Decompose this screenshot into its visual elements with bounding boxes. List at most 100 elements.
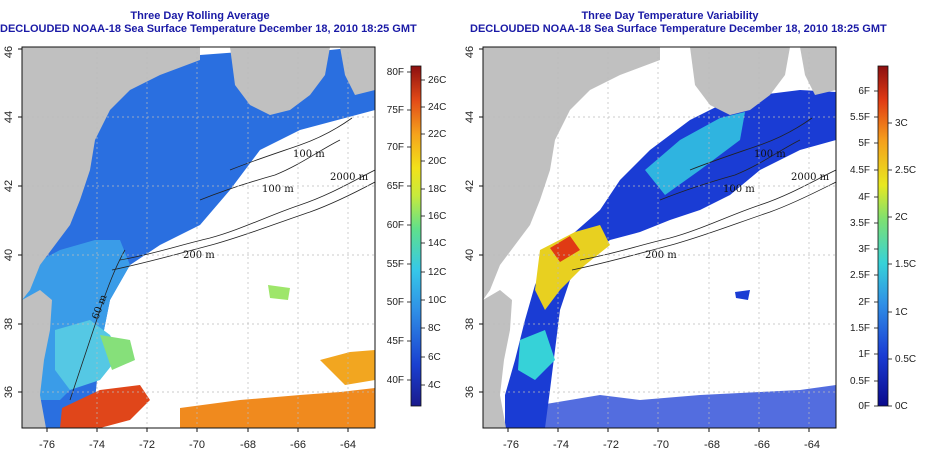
panel-1-lon-tick: -74	[89, 439, 105, 451]
panel-2-lat-tick: 40	[464, 249, 476, 261]
panel-2-y-axis: 36 38 40 42 44 46	[464, 46, 483, 398]
panel-2-frame	[482, 46, 837, 429]
panel-2-colorbar-f-label: 2.5F	[850, 270, 870, 281]
panel-2-colorbar: 6F 5.5F 5F 4.5F 4F 3.5F 3F 2.5F 2F 1.5F …	[850, 65, 916, 412]
panel-1-colorbar-c-label: 24C	[428, 102, 446, 113]
panel-1-colorbar-c-label: 10C	[428, 295, 446, 306]
panel-2-land-novascotia	[690, 47, 790, 115]
panel-2-contour-label-100m-b: 100 m	[723, 184, 755, 195]
panel-1-land-newengland	[22, 47, 200, 300]
panel-2-colorbar-c-label: 0C	[895, 401, 908, 412]
panel-1-contour-label-100m-b: 100 m	[262, 184, 294, 195]
panel-2-colorbar-f-label: 2F	[858, 297, 870, 308]
panel-1-lon-tick: -68	[240, 439, 256, 451]
panel-2-title: Three Day Temperature Variability DECLOU…	[470, 10, 887, 36]
panel-2-var-patch-cyan	[518, 330, 555, 380]
panel-2-contour-label-200m: 200 m	[645, 250, 677, 261]
panel-1-sst-warm-east	[320, 350, 375, 385]
panel-1-lon-tick: -64	[340, 439, 356, 451]
panel-1-colorbar-c-label: 20C	[428, 156, 446, 167]
panel-1-sst-patch-green2	[268, 285, 290, 300]
panel-1-colorbar-f-label: 65F	[387, 181, 404, 192]
panel-2-colorbar-f-label: 3F	[858, 244, 870, 255]
panel-2-var-mid	[645, 112, 745, 195]
panel-1-title-line1: Three Day Rolling Average	[130, 10, 270, 22]
panel-2-colorbar-f-label: 6F	[858, 86, 870, 97]
panel-1-lat-tick: 38	[3, 318, 15, 330]
panel-2-var-speck	[735, 290, 750, 300]
panel-1-lat-tick: 40	[3, 249, 15, 261]
panel-1-lon-tick: -72	[139, 439, 155, 451]
panel-2-lon-tick: -66	[754, 439, 770, 451]
panel-1-colorbar-f-label: 60F	[387, 220, 404, 231]
panel-1-colorbar-c-label: 6C	[428, 352, 441, 363]
panel-2-colorbar-f-label: 4.5F	[850, 165, 870, 176]
panel-1-colorbar-f-label: 40F	[387, 375, 404, 386]
panel-2-colorbar-c-label: 2C	[895, 212, 908, 223]
panel-2-colorbar-f-label: 1F	[858, 349, 870, 360]
panel-1-lat-tick: 42	[3, 180, 15, 192]
panel-2-colorbar-c-label: 1C	[895, 307, 908, 318]
panel-2-var-low	[505, 90, 836, 428]
panel-1-sst-warm-south	[180, 388, 375, 428]
panel-1-frame	[21, 46, 376, 429]
panel-2-land-newengland	[483, 47, 660, 300]
panel-1-contour-2000m	[111, 181, 375, 271]
panel-1-colorbar-c-label: 14C	[428, 238, 446, 249]
panel-2-colorbar-f-label: 5.5F	[850, 112, 870, 123]
panel-2-lon-tick: -64	[804, 439, 820, 451]
panel-2-colorbar-c-label: 2.5C	[895, 165, 916, 176]
panel-2-contour-100m-a	[659, 139, 801, 201]
panel-2-lon-tick: -70	[653, 439, 669, 451]
panel-2-map: 100 m 100 m 2000 m 200 m	[482, 46, 837, 429]
panel-2-colorbar-c-label: 3C	[895, 118, 908, 129]
panel-2-land-midatlantic	[483, 290, 512, 428]
panel-2-lat-tick: 36	[464, 386, 476, 398]
panel-1-contour-100m-b	[229, 117, 353, 171]
panel-1-colorbar-c-label: 16C	[428, 211, 446, 222]
panel-1-contour-60m	[69, 249, 126, 401]
panel-1-x-axis: -76 -74 -72 -70 -68 -66 -64	[39, 428, 356, 451]
panel-2-lon-tick: -68	[704, 439, 720, 451]
panel-1-contour-100m-a	[199, 139, 341, 201]
panel-1-land-novascotia	[230, 47, 330, 115]
panel-1-colorbar-c-label: 4C	[428, 380, 441, 391]
panel-1-colorbar-c-label: 26C	[428, 75, 446, 86]
panel-2-x-axis: -76 -74 -72 -70 -68 -66 -64	[503, 428, 820, 451]
panel-1-title: Three Day Rolling Average DECLOUDED NOAA…	[0, 10, 417, 36]
panel-2-colorbar-f-label: 5F	[858, 138, 870, 149]
panel-1-sst-cold-shelf	[22, 47, 375, 428]
panel-2-lon-tick: -76	[503, 439, 519, 451]
panel-1-lon-tick: -76	[39, 439, 55, 451]
panel-1-colorbar-c-label: 22C	[428, 129, 446, 140]
panel-2-colorbar-f-label: 1.5F	[850, 323, 870, 334]
panel-1-lat-tick: 36	[3, 386, 15, 398]
panel-2-var-peak	[550, 236, 580, 262]
panel-2-colorbar-ramp	[877, 65, 889, 407]
panel-1-colorbar-c-label: 18C	[428, 184, 446, 195]
panel-2-contour-100m-b	[689, 117, 813, 171]
panel-1-y-axis: 36 38 40 42 44 46	[3, 46, 22, 398]
panel-2-title-line2: DECLOUDED NOAA-18 Sea Surface Temperatur…	[470, 23, 887, 35]
panel-2-var-south	[540, 385, 836, 428]
panel-1-contour-label-100m-a: 100 m	[293, 149, 325, 160]
panel-1-sst-shelf-mid	[22, 240, 130, 400]
panel-1-lon-tick: -70	[189, 439, 205, 451]
panel-2-colorbar-c-label: 1.5C	[895, 259, 916, 270]
panel-1-colorbar-f-label: 55F	[387, 259, 404, 270]
panel-2-contour-label-2000m: 2000 m	[791, 172, 830, 183]
panel-2-title-line1: Three Day Temperature Variability	[581, 10, 759, 22]
panel-2-lat-tick: 38	[464, 318, 476, 330]
panel-1-colorbar: 80F 75F 70F 65F 60F 55F 50F 45F 40F 26C …	[387, 65, 446, 407]
panel-1-sst-patch-green	[100, 335, 135, 370]
panel-1-lon-tick: -66	[290, 439, 306, 451]
panel-1-colorbar-f-label: 45F	[387, 336, 404, 347]
panel-2-colorbar-f-label: 3.5F	[850, 218, 870, 229]
panel-2-contour-2000m	[571, 181, 836, 271]
panel-2-lon-tick: -72	[603, 439, 619, 451]
panel-1-lat-tick: 46	[3, 46, 15, 58]
panel-2-lat-tick: 44	[464, 111, 476, 123]
panel-2-colorbar-f-label: 4F	[858, 192, 870, 203]
panel-2-lat-tick: 46	[464, 46, 476, 58]
